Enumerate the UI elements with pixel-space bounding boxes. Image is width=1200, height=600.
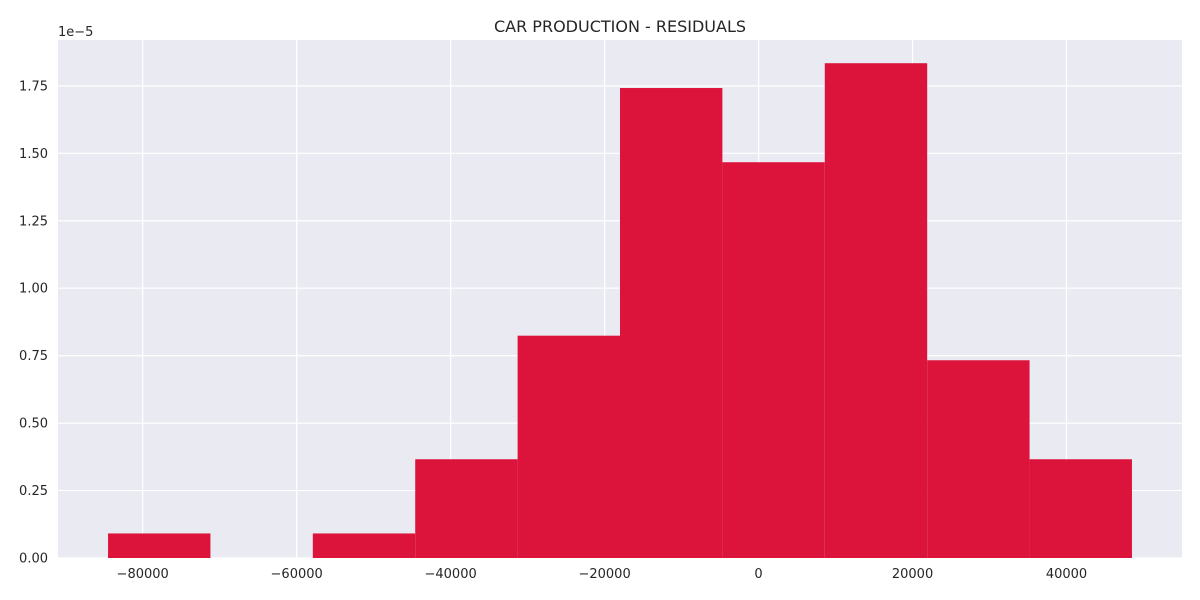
y-tick-label: 1.00: [19, 282, 48, 297]
y-axis-ticks: 0.00 0.25 0.50 0.75 1.00 1.25 1.50 1.75: [19, 79, 48, 566]
y-tick-label: 0.75: [19, 349, 48, 364]
x-tick-label: 40000: [1046, 567, 1087, 582]
x-tick-label: 20000: [892, 567, 933, 582]
x-tick-label: −60000: [271, 567, 323, 582]
x-tick-label: 0: [754, 567, 762, 582]
chart-title: CAR PRODUCTION - RESIDUALS: [494, 17, 746, 36]
histogram-bars: [108, 63, 1132, 558]
y-tick-label: 1.75: [19, 79, 48, 94]
histogram-bar: [824, 63, 928, 558]
histogram-bar: [722, 162, 825, 558]
x-tick-label: −80000: [117, 567, 169, 582]
x-tick-label: −20000: [578, 567, 630, 582]
x-axis-ticks: −80000 −60000 −40000 −20000 0 20000 40000: [117, 567, 1088, 582]
histogram-bar: [927, 360, 1030, 558]
y-tick-label: 1.50: [19, 147, 48, 162]
histogram-bar: [1029, 459, 1132, 558]
y-tick-label: 0.50: [19, 417, 48, 432]
histogram-bar: [620, 88, 723, 558]
histogram-bar: [108, 533, 211, 558]
y-scale-exponent-label: 1e−5: [58, 25, 93, 40]
histogram-bar: [415, 459, 518, 558]
x-tick-label: −40000: [425, 567, 477, 582]
histogram-bar: [312, 533, 416, 558]
y-tick-label: 0.25: [19, 484, 48, 499]
y-tick-label: 0.00: [19, 552, 48, 567]
y-tick-label: 1.25: [19, 214, 48, 229]
histogram-bar: [517, 335, 620, 558]
